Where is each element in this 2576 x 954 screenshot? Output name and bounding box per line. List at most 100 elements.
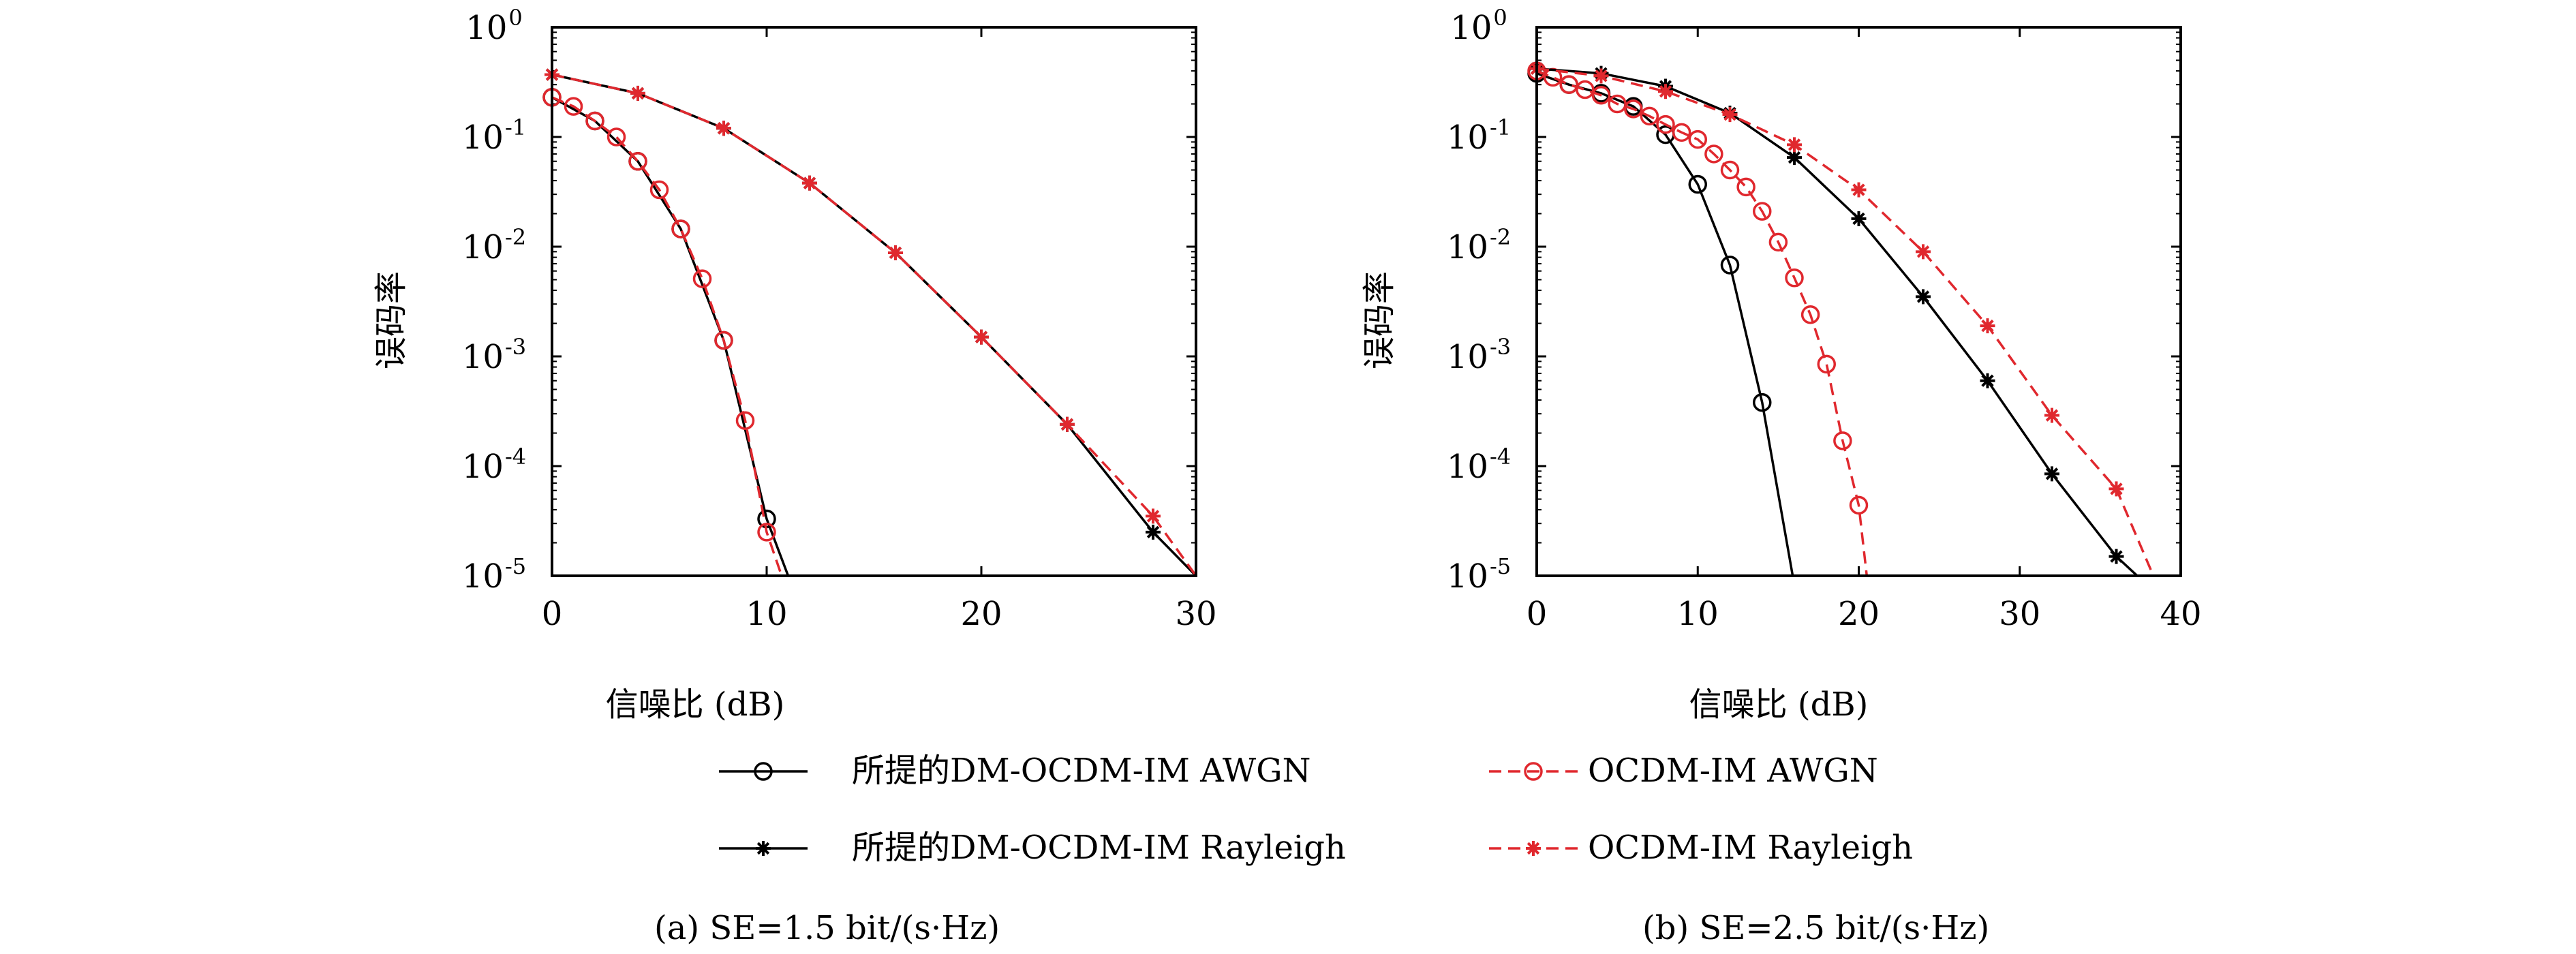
data-point (1785, 268, 1804, 288)
data-point (1980, 373, 1995, 388)
data-point (2109, 481, 2124, 497)
data-point (1688, 174, 1707, 194)
data-point (735, 411, 755, 430)
legend-item: 所提的DM-OCDM-IM AWGN (719, 752, 1311, 790)
data-point (585, 111, 604, 131)
series-group (1529, 61, 2155, 576)
data-point (716, 121, 731, 136)
data-point (714, 330, 733, 350)
data-point (1524, 762, 1543, 781)
x-tick-label: 10 (1677, 595, 1719, 633)
data-point (1787, 150, 1802, 166)
data-point (1753, 202, 1772, 221)
data-point (1576, 80, 1595, 99)
x-tick-label: 20 (1838, 595, 1880, 633)
data-point (1817, 354, 1836, 374)
data-point (1980, 318, 1995, 334)
data-point (1559, 75, 1578, 94)
y-tick-label: 10-1 (1447, 114, 1511, 157)
caption-a: (a) SE=1.5 bit/(s·Hz) (654, 909, 1000, 947)
legend-label: OCDM-IM Rayleigh (1588, 829, 1913, 867)
caption-b: (b) SE=2.5 bit/(s·Hz) (1642, 909, 1989, 947)
data-point (1656, 114, 1675, 134)
data-point (1736, 177, 1755, 197)
y-tick-label: 10-3 (462, 334, 526, 376)
data-point (2044, 466, 2059, 482)
x-tick-label: 30 (1175, 595, 1216, 633)
series-layer (1527, 61, 2155, 577)
data-point (1146, 524, 1161, 540)
data-point (607, 127, 626, 147)
data-point (1704, 144, 1723, 164)
y-axis-label: 误码率 (372, 271, 410, 369)
data-point (1851, 211, 1867, 226)
legend-item: 所提的DM-OCDM-IM Rayleigh (719, 829, 1346, 867)
data-point (888, 245, 903, 260)
data-point (1720, 256, 1740, 275)
legend: 所提的DM-OCDM-IM AWGN OCDM-IM AWGN 所提的DM-OC… (719, 752, 1913, 867)
data-point (757, 523, 776, 542)
data-point (1753, 393, 1772, 412)
series-group (1527, 61, 1869, 576)
data-point (1722, 107, 1738, 123)
plot-frame (1535, 26, 2182, 577)
data-point (649, 180, 669, 200)
data-point (1526, 841, 1541, 856)
series-layer (542, 67, 1197, 577)
x-tick-label: 0 (1527, 595, 1548, 633)
data-point (1916, 244, 1931, 260)
legend-swatch (1489, 762, 1578, 781)
data-point (1591, 86, 1611, 105)
data-point (1833, 431, 1852, 450)
data-point (974, 329, 989, 345)
x-tick-label: 20 (960, 595, 1002, 633)
data-point (1060, 416, 1075, 432)
x-axis-label: 信噪比 (dB) (606, 686, 785, 724)
data-point (1658, 84, 1673, 99)
x-axis-label: 信噪比 (dB) (1689, 686, 1869, 724)
data-point (1851, 182, 1867, 198)
data-point (802, 175, 817, 191)
data-point (2109, 549, 2124, 564)
x-tick-label: 0 (542, 595, 563, 633)
legend-swatch (1489, 841, 1578, 856)
data-point (628, 151, 647, 171)
data-point (1849, 495, 1869, 515)
x-ticks: 0 10 20 30 (542, 27, 1217, 633)
data-point (1720, 160, 1740, 180)
legend-swatch (719, 762, 808, 781)
data-point (1624, 99, 1643, 119)
legend-item: OCDM-IM Rayleigh (1489, 829, 1913, 867)
data-point (1146, 508, 1161, 524)
series-group (1529, 61, 2138, 577)
y-tick-label: 100 (465, 5, 522, 47)
data-point (756, 841, 771, 856)
x-tick-label: 30 (1999, 595, 2040, 633)
data-point (671, 219, 690, 238)
series-line (551, 96, 783, 576)
data-point (692, 269, 712, 288)
data-point (564, 97, 583, 116)
data-point (754, 762, 773, 781)
data-point (1916, 289, 1931, 305)
data-point (1787, 137, 1802, 153)
data-point (630, 85, 645, 101)
legend-label: 所提的DM-OCDM-IM AWGN (852, 752, 1311, 790)
y-tick-label: 10-4 (462, 444, 526, 486)
data-point (1768, 232, 1788, 252)
legend-label: 所提的DM-OCDM-IM Rayleigh (852, 829, 1346, 867)
plot-frame (551, 26, 1197, 577)
data-point (2044, 407, 2059, 423)
x-tick-label: 10 (746, 595, 787, 633)
data-point (1800, 305, 1820, 324)
data-point (1608, 94, 1627, 114)
data-point (1640, 106, 1659, 126)
data-point (1593, 68, 1609, 84)
legend-swatch (719, 841, 808, 856)
legend-item: OCDM-IM AWGN (1489, 752, 1878, 790)
x-ticks: 0 10 20 30 40 (1527, 27, 2202, 633)
